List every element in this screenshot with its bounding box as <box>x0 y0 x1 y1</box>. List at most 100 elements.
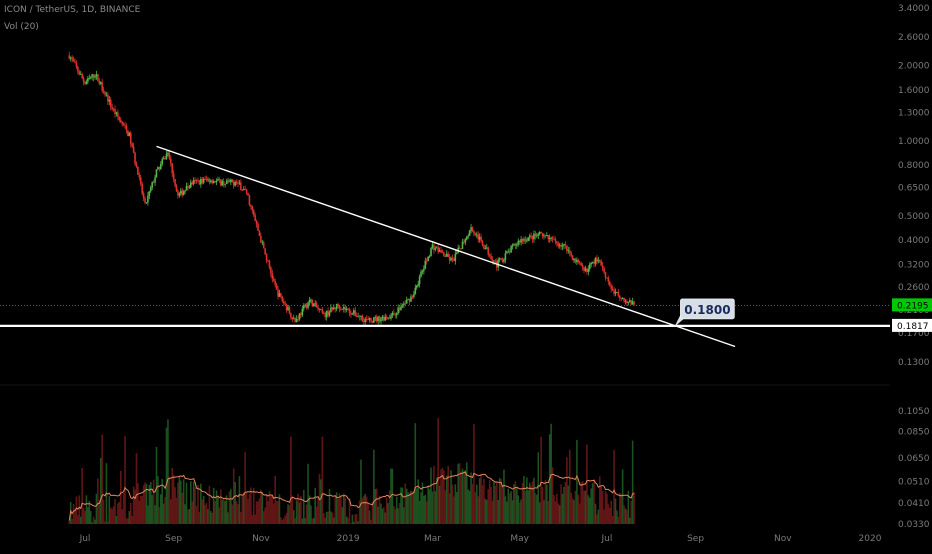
candle-body <box>84 81 86 84</box>
candle-body <box>101 82 103 91</box>
candle-body <box>464 239 467 243</box>
volume-bar <box>115 516 118 524</box>
candle-body <box>304 304 307 306</box>
volume-bar <box>365 496 368 524</box>
volume-bar <box>534 493 537 524</box>
time-tick-label: Jul <box>79 534 91 544</box>
candle-body <box>437 247 439 252</box>
volume-bar <box>224 501 226 524</box>
price-axis[interactable]: 3.4000 2.6000 2.0000 1.6000 1.3000 1.0000 0.80… <box>898 4 930 368</box>
volume-bar <box>425 501 428 524</box>
candle-body <box>68 55 71 59</box>
volume-bar <box>330 511 332 524</box>
volume-bar <box>584 490 587 524</box>
volume-bar <box>122 492 125 524</box>
candle-body <box>474 233 477 235</box>
candles <box>68 51 635 326</box>
candle-body <box>604 272 607 278</box>
volume-bar <box>280 517 282 524</box>
volume-bar <box>357 521 359 524</box>
candle-body <box>335 304 338 309</box>
time-axis[interactable]: Jul Sep Nov 2019 Mar May Jul Sep Nov 2020 <box>79 534 882 544</box>
volume-bar <box>497 500 500 524</box>
candle-body <box>237 183 239 184</box>
volume-bar <box>594 503 597 524</box>
candle-body <box>381 316 384 319</box>
volume-bar <box>275 500 278 524</box>
candle-body <box>122 123 125 126</box>
volume-bar <box>385 497 388 524</box>
volume-bar <box>397 508 399 524</box>
volume-bar <box>484 498 487 524</box>
candle-body <box>318 309 321 311</box>
candle-body <box>608 281 611 286</box>
candle-body <box>461 241 464 249</box>
candle-body <box>82 78 85 82</box>
trendline[interactable] <box>156 145 736 348</box>
candle-body <box>138 175 141 178</box>
volume-bar <box>291 495 294 524</box>
volume-bar <box>87 507 89 524</box>
price-tick-label: 2.0000 <box>898 62 930 72</box>
candle-body <box>560 245 562 247</box>
volume-bar <box>135 453 138 524</box>
volume-bar <box>457 463 459 524</box>
candle-body <box>149 187 152 192</box>
volume-bar <box>538 502 541 524</box>
volume-bar <box>89 511 92 524</box>
volume-bar <box>294 518 296 524</box>
volume-bar <box>317 497 319 524</box>
volume-bar <box>507 488 510 524</box>
volume-bar <box>338 493 341 524</box>
volume-bar <box>332 517 335 524</box>
volume-bar <box>335 492 338 524</box>
candle-body <box>268 261 271 268</box>
candle-body <box>119 119 122 122</box>
candle-body <box>272 279 275 282</box>
candle-body <box>129 132 132 144</box>
candle-body <box>365 318 368 320</box>
volume-bar <box>414 423 417 524</box>
volume-bar <box>158 506 161 524</box>
volume-bar <box>351 514 354 524</box>
volume-bar <box>328 488 331 524</box>
candle-body <box>450 257 452 261</box>
price-levels <box>0 304 890 327</box>
candle-body <box>538 232 541 235</box>
volume-bar <box>91 522 93 524</box>
volume-bar <box>591 483 594 524</box>
candle-body <box>92 74 95 78</box>
volume-bar <box>378 495 381 524</box>
candle-body <box>255 220 258 224</box>
volume-bar <box>281 519 284 524</box>
volume-bar <box>564 481 567 524</box>
candle-body <box>275 284 278 290</box>
volume-bar <box>451 484 454 524</box>
candle-body <box>175 185 178 192</box>
candle-body <box>454 253 457 262</box>
volume-bar <box>491 500 494 524</box>
candle-body <box>348 308 351 314</box>
candle-body <box>324 313 327 318</box>
volume-bar <box>481 485 484 524</box>
candle-body <box>330 307 332 313</box>
candle-body <box>590 262 592 265</box>
candle-body <box>564 244 567 246</box>
candle-body <box>252 210 255 216</box>
candle-body <box>586 268 588 272</box>
volume-bar <box>298 502 301 524</box>
candle-body <box>597 259 600 262</box>
candle-body <box>105 94 108 96</box>
candle-body <box>207 179 209 181</box>
candle-body <box>511 245 514 247</box>
candle-body <box>114 108 116 115</box>
candle-body <box>344 307 347 311</box>
candle-body <box>240 182 242 191</box>
volume-bar <box>271 495 274 524</box>
candle-body <box>144 198 146 203</box>
volume-bar <box>607 504 610 524</box>
volume-bar <box>161 478 164 524</box>
volume-bar <box>144 482 146 524</box>
